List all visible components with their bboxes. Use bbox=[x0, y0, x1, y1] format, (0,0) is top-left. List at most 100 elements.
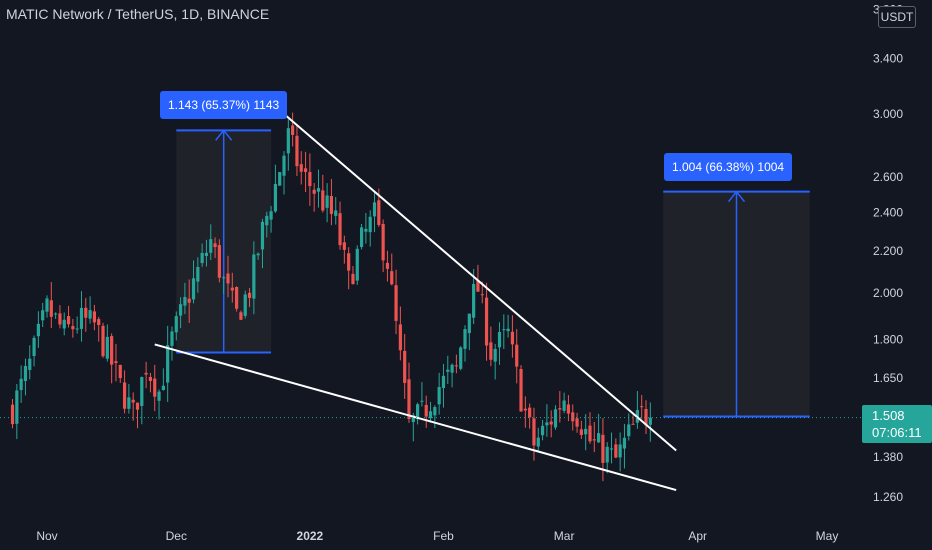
candle-up bbox=[446, 369, 450, 372]
candle-down bbox=[614, 444, 618, 458]
candle-down bbox=[601, 434, 605, 463]
y-tick-label: 2.400 bbox=[873, 206, 903, 220]
x-tick-label: Dec bbox=[166, 529, 187, 543]
candle-up bbox=[648, 417, 652, 425]
candle-up bbox=[553, 409, 558, 428]
candle-up bbox=[364, 228, 368, 232]
candle-up bbox=[265, 215, 269, 226]
candle-down bbox=[424, 404, 428, 417]
candle-down bbox=[295, 135, 299, 167]
candle-up bbox=[605, 446, 609, 463]
candle-up bbox=[609, 448, 614, 450]
candle-up bbox=[105, 336, 109, 359]
candle-up bbox=[355, 248, 359, 281]
y-tick-label: 1.650 bbox=[873, 371, 903, 385]
candle-down bbox=[338, 213, 342, 246]
candle-up bbox=[416, 404, 420, 420]
candle-down bbox=[187, 298, 191, 303]
candle-down bbox=[347, 253, 351, 271]
candle-up bbox=[627, 424, 631, 437]
candle-up bbox=[19, 378, 23, 391]
candle-up bbox=[243, 294, 247, 316]
candle-up bbox=[28, 358, 32, 370]
candle-down bbox=[101, 325, 105, 357]
candle-down bbox=[394, 285, 398, 321]
candle-down bbox=[644, 408, 648, 426]
candle-up bbox=[334, 210, 338, 216]
bar-countdown: 07:06:11 bbox=[872, 425, 922, 440]
candle-down bbox=[239, 312, 243, 320]
candle-up bbox=[157, 391, 161, 401]
y-tick-label: 2.200 bbox=[873, 244, 903, 258]
candle-up bbox=[506, 328, 510, 332]
candle-down bbox=[135, 402, 140, 410]
y-tick-label: 1.800 bbox=[873, 333, 903, 347]
measure-label-1: 1.143 (65.37%) 1143 bbox=[160, 91, 288, 119]
measure-label-2: 1.004 (66.38%) 1004 bbox=[664, 153, 793, 181]
candle-down bbox=[235, 287, 239, 309]
candle-up bbox=[463, 329, 467, 349]
candle-up bbox=[368, 216, 372, 233]
candle-up bbox=[183, 296, 187, 306]
candle-down bbox=[58, 313, 62, 325]
last-price-tag: 1.508 07:06:11 bbox=[862, 405, 932, 443]
candle-up bbox=[200, 253, 204, 264]
candle-up bbox=[15, 390, 19, 424]
candle-down bbox=[213, 243, 217, 248]
candle-down bbox=[247, 292, 252, 298]
candle-up bbox=[493, 348, 497, 362]
candle-up bbox=[41, 310, 45, 321]
candle-up bbox=[161, 385, 165, 390]
candle-down bbox=[640, 406, 644, 408]
candle-up bbox=[450, 364, 454, 373]
candle-down bbox=[110, 336, 114, 365]
candle-up bbox=[174, 316, 178, 333]
trendline-upper bbox=[283, 113, 677, 452]
x-tick-label: May bbox=[816, 529, 839, 543]
candle-down bbox=[226, 273, 230, 284]
candle-up bbox=[54, 313, 58, 315]
y-tick-label: 1.260 bbox=[873, 490, 903, 504]
candle-up bbox=[325, 195, 329, 208]
candle-down bbox=[510, 331, 515, 345]
candle-up bbox=[191, 278, 196, 300]
chart-title: MATIC Network / TetherUS, 1D, BINANCE bbox=[6, 6, 270, 22]
candle-down bbox=[114, 361, 118, 363]
currency-selector[interactable]: USDT bbox=[878, 6, 916, 28]
candle-down bbox=[217, 245, 221, 278]
candle-down bbox=[303, 168, 308, 172]
candle-up bbox=[437, 387, 441, 405]
candle-down bbox=[321, 190, 325, 211]
candle-up bbox=[459, 347, 463, 369]
y-tick-label: 2.600 bbox=[873, 170, 903, 184]
candle-down bbox=[480, 294, 484, 296]
candle-down bbox=[398, 324, 402, 351]
candle-down bbox=[97, 319, 101, 326]
candle-up bbox=[540, 425, 545, 436]
candle-down bbox=[523, 408, 527, 411]
candle-up bbox=[428, 411, 433, 419]
candle-up bbox=[260, 221, 265, 250]
x-tick-label: Apr bbox=[688, 529, 707, 543]
candle-up bbox=[45, 298, 49, 312]
candle-down bbox=[329, 195, 334, 214]
candle-up bbox=[282, 155, 286, 176]
candle-down bbox=[390, 271, 394, 285]
candle-up bbox=[178, 304, 183, 316]
candle-down bbox=[377, 200, 381, 225]
candle-down bbox=[84, 307, 88, 318]
candle-down bbox=[571, 412, 575, 422]
candle-down bbox=[515, 344, 519, 367]
candle-up bbox=[79, 307, 84, 329]
candle-down bbox=[49, 300, 53, 317]
candle-up bbox=[278, 172, 282, 186]
candle-down bbox=[299, 164, 303, 172]
candle-up bbox=[166, 345, 170, 383]
candle-up bbox=[273, 184, 277, 212]
candle-up bbox=[420, 400, 424, 402]
candle-down bbox=[407, 379, 411, 419]
candle-down bbox=[291, 125, 295, 135]
x-tick-label: Nov bbox=[36, 529, 57, 543]
candle-up bbox=[269, 211, 273, 220]
